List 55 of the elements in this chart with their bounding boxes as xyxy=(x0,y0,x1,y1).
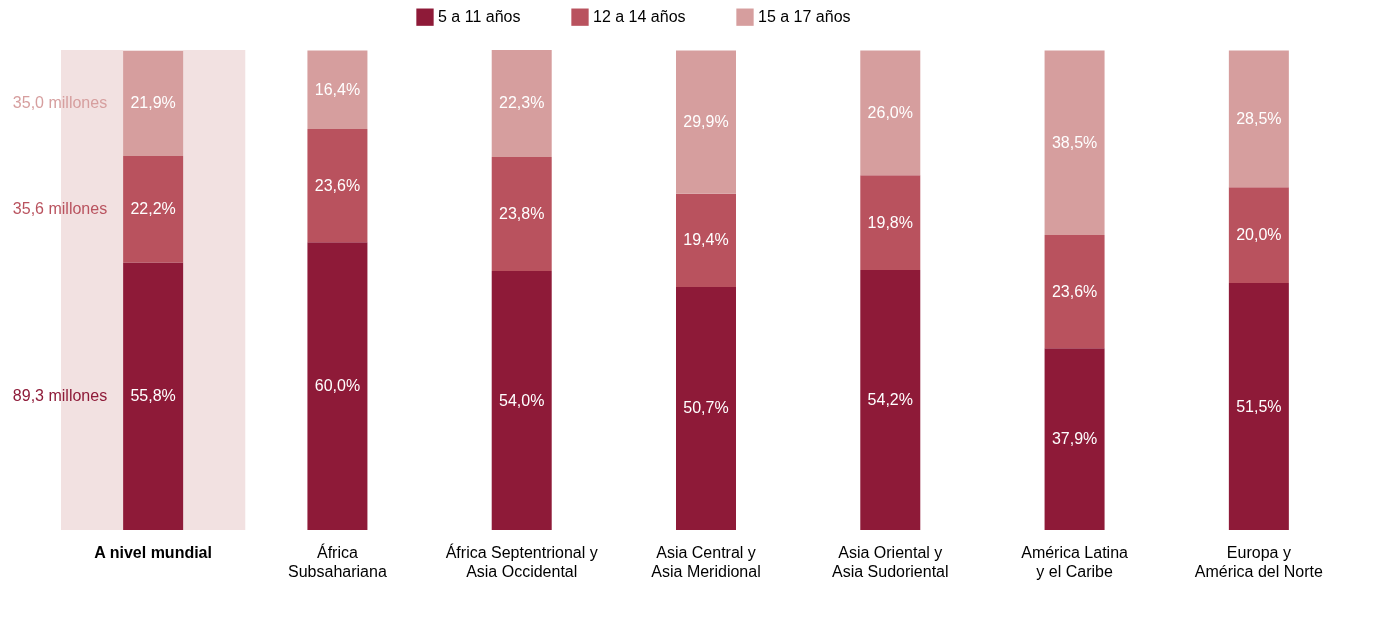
annotation: 35,0 millones xyxy=(12,94,108,112)
x-tick-label: Europa y América del Norte xyxy=(1194,543,1323,580)
bar xyxy=(676,50,736,194)
bar xyxy=(860,50,921,176)
bar xyxy=(123,155,184,263)
data-label: 54,2% xyxy=(867,391,913,409)
data-label: 26,0% xyxy=(867,103,913,121)
x-tick-label: América Latina y el Caribe xyxy=(1021,543,1129,580)
x-tick-label: Asia Oriental y Asia Sudoriental xyxy=(832,543,949,580)
bar xyxy=(1228,50,1289,188)
legend-label: 12 a 14 años xyxy=(593,8,686,26)
bar xyxy=(1044,235,1105,349)
data-label: 23,8% xyxy=(499,205,545,222)
data-label: 22,2% xyxy=(130,200,176,218)
data-label: 60,0% xyxy=(314,377,361,395)
bar xyxy=(860,270,921,530)
bar xyxy=(1044,348,1105,530)
data-label: 19,8% xyxy=(867,213,913,231)
bar xyxy=(1228,283,1289,530)
annotation: 35,6 millones xyxy=(12,200,108,218)
x-tick-label: A nivel mundial xyxy=(94,543,212,561)
data-label: 38,5% xyxy=(1051,133,1098,151)
legend-label: 5 a 11 años xyxy=(438,8,521,26)
data-label: 51,5% xyxy=(1236,397,1282,415)
data-label: 19,4% xyxy=(683,231,729,249)
bar xyxy=(307,242,368,530)
bar xyxy=(307,129,368,243)
x-tick-label: Asia Central y Asia Meridional xyxy=(651,543,761,580)
x-tick-label: África Septentrional y Asia Occidental xyxy=(445,542,598,580)
legend-label: 15 a 17 años xyxy=(758,8,851,26)
data-label: 54,0% xyxy=(499,391,545,409)
data-label: 55,8% xyxy=(130,387,176,405)
bar xyxy=(307,50,368,130)
data-label: 50,7% xyxy=(683,399,729,417)
data-label: 28,5% xyxy=(1236,109,1282,127)
data-label: 37,9% xyxy=(1051,430,1098,448)
bar xyxy=(491,271,552,530)
data-label: 22,3% xyxy=(499,94,545,112)
bar xyxy=(1044,50,1105,236)
bar xyxy=(1228,187,1289,284)
bar xyxy=(123,50,184,156)
data-label: 23,6% xyxy=(1051,282,1098,300)
bar xyxy=(491,156,552,272)
bar xyxy=(123,262,184,530)
data-label: 20,0% xyxy=(1236,226,1282,244)
data-label: 29,9% xyxy=(683,113,729,131)
bar xyxy=(491,50,552,157)
data-label: 23,6% xyxy=(314,176,361,194)
data-label: 21,9% xyxy=(130,94,176,112)
bar xyxy=(860,175,921,271)
data-label: 16,4% xyxy=(314,80,361,98)
bar xyxy=(676,193,736,287)
x-tick-label: África Subsahariana xyxy=(288,542,387,580)
annotation: 89,3 millones xyxy=(12,387,108,405)
bar xyxy=(676,286,736,530)
